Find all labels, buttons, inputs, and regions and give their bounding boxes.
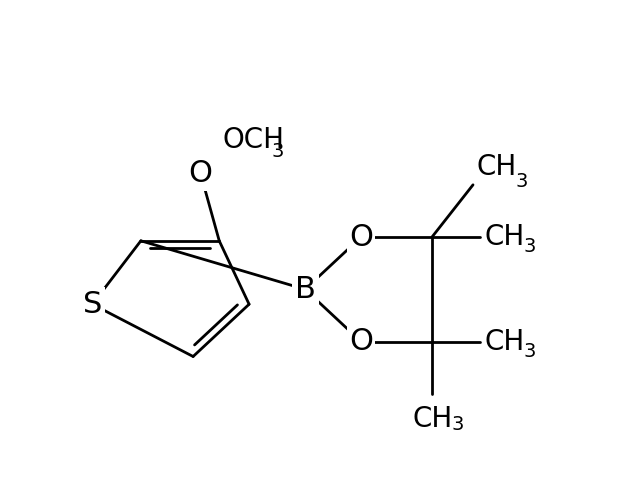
Text: 3: 3: [451, 415, 464, 434]
Text: O: O: [349, 223, 373, 251]
Text: S: S: [83, 290, 102, 319]
Text: 3: 3: [523, 237, 536, 256]
Text: CH: CH: [477, 153, 517, 181]
Text: 3: 3: [271, 142, 284, 161]
Text: 3: 3: [523, 342, 536, 361]
Text: OCH: OCH: [223, 126, 285, 154]
Text: CH: CH: [484, 328, 524, 355]
Text: O: O: [349, 327, 373, 356]
Text: CH: CH: [413, 405, 453, 433]
Text: O: O: [189, 159, 212, 188]
Text: B: B: [294, 275, 316, 304]
Text: CH: CH: [484, 223, 524, 251]
Text: 3: 3: [516, 172, 528, 191]
